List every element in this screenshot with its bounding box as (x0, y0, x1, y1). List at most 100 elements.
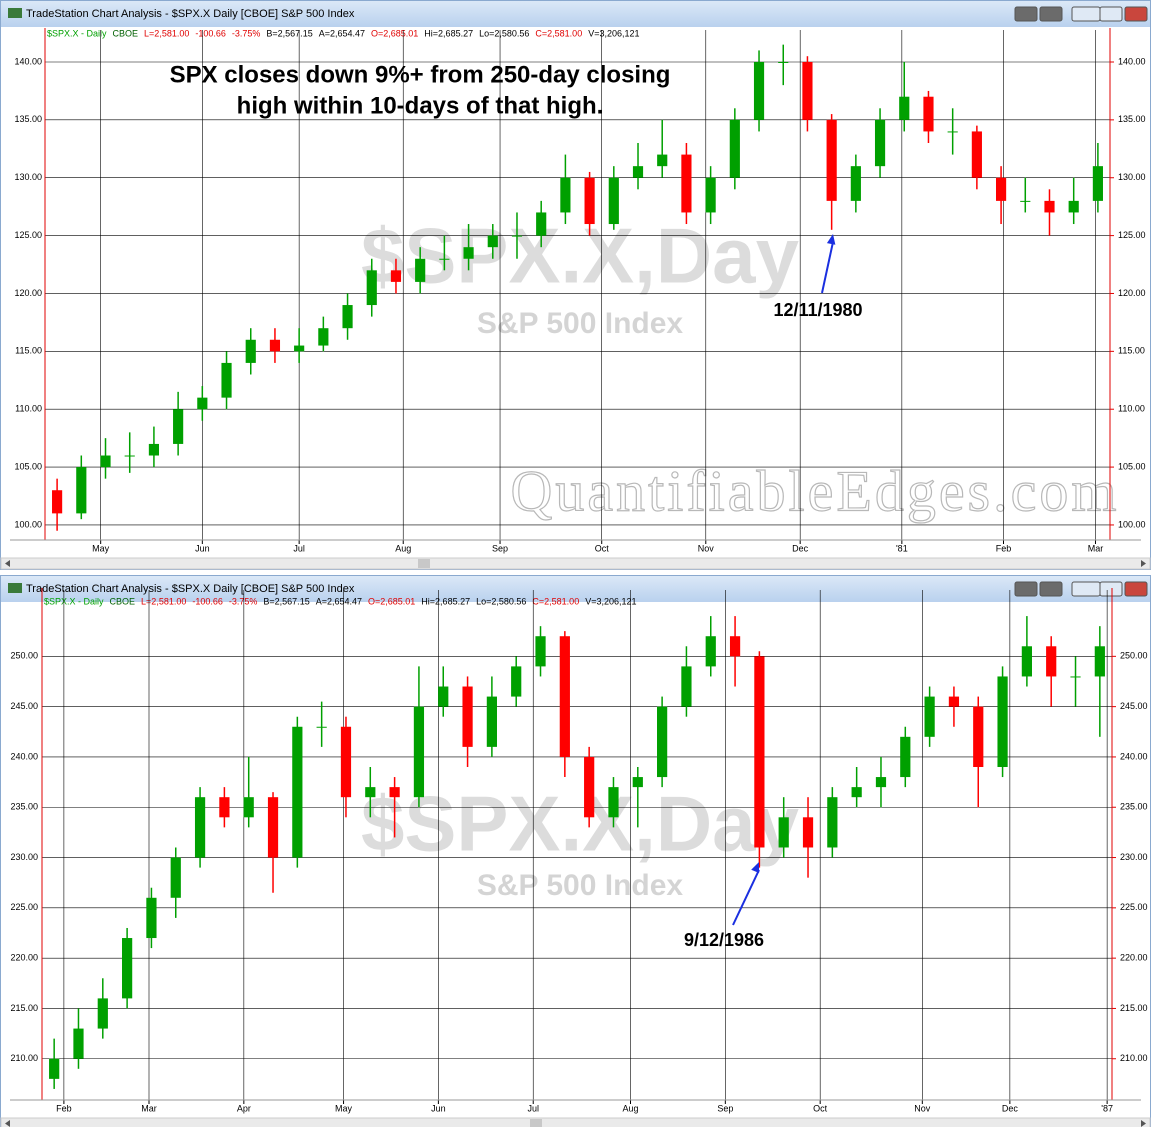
candle-body (487, 235, 498, 248)
candle-body (826, 119, 837, 201)
y-tick-label: 130.00 (14, 172, 42, 182)
candle-body (536, 212, 547, 236)
candle-body (73, 1028, 84, 1059)
y-tick-label: 215.00 (10, 1003, 38, 1013)
window-title: TradeStation Chart Analysis - $SPX.X Dai… (26, 8, 355, 20)
candle-body (294, 345, 305, 352)
watermark-subtitle: S&P 500 Index (477, 869, 684, 902)
candle-body (390, 270, 402, 282)
candle-body (850, 166, 861, 201)
headline: high within 10-days of that high. (237, 92, 604, 119)
candle-body (584, 177, 595, 225)
candle-body (194, 797, 206, 858)
y-tick-label: 235.00 (1120, 802, 1148, 812)
info-field: L=2,581.00 (144, 28, 189, 38)
scroll-arrow[interactable] (1141, 560, 1146, 567)
y-tick-label: 115.00 (1118, 346, 1145, 356)
y-tick-label: 250.00 (10, 651, 38, 661)
info-field: -100.66 (195, 28, 226, 38)
watermark-site: QuantifiableEdges.com (511, 458, 1120, 523)
arrow-shaft (732, 869, 760, 926)
scroll-arrow[interactable] (1141, 1120, 1146, 1127)
candle-body (511, 666, 522, 697)
candle-body (729, 636, 741, 657)
info-field: CBOE (110, 596, 136, 606)
candle-body (438, 686, 449, 707)
watermark-subtitle: S&P 500 Index (477, 307, 684, 340)
title-bar (1, 1, 1150, 27)
window-button[interactable] (1071, 6, 1101, 22)
info-field: -100.66 (192, 596, 223, 606)
y-tick-label: 235.00 (10, 802, 38, 812)
x-tick-label: Jun (431, 1103, 446, 1113)
info-field: B=2,567.15 (263, 596, 309, 606)
candle-body (366, 270, 377, 306)
candle-body (342, 305, 353, 329)
date-annotation: 9/12/1986 (684, 930, 764, 950)
info-field: V=3,206,121 (585, 596, 636, 606)
y-tick-label: 220.00 (10, 953, 38, 963)
x-tick-label: Dec (792, 543, 809, 553)
watermark: $SPX.X,Day (361, 780, 799, 868)
scroll-arrow[interactable] (5, 560, 10, 567)
toolbar-button[interactable] (1039, 581, 1063, 597)
scroll-arrow[interactable] (5, 1120, 10, 1127)
info-field: $SPX.X - Daily (44, 596, 104, 606)
candle-body (463, 247, 474, 259)
y-tick-label: 230.00 (1120, 852, 1148, 862)
candle-body (705, 177, 716, 213)
candle-body (851, 787, 862, 798)
toolbar-button[interactable] (1039, 6, 1063, 22)
y-tick-label: 210.00 (1120, 1053, 1148, 1063)
candle-body (874, 119, 886, 167)
toolbar-button[interactable] (1014, 581, 1038, 597)
candle-body (971, 131, 982, 178)
arrow-shaft (821, 241, 834, 294)
scroll-thumb[interactable] (418, 559, 430, 568)
y-tick-label: 135.00 (14, 114, 42, 124)
info-field: L=2,581.00 (141, 596, 186, 606)
y-tick-label: 215.00 (1120, 1003, 1148, 1013)
info-field: V=3,206,121 (588, 28, 639, 38)
info-field: $SPX.X - Daily (47, 28, 107, 38)
y-tick-label: 245.00 (10, 701, 38, 711)
scroll-thumb[interactable] (530, 1119, 542, 1127)
candle-body (559, 636, 570, 757)
window-button[interactable] (1124, 581, 1148, 597)
candle-body (148, 443, 160, 456)
candle-body (243, 797, 254, 818)
window-button[interactable] (1099, 6, 1123, 22)
x-tick-label: Sep (492, 543, 508, 553)
arrow-head (751, 862, 760, 873)
scrollbar[interactable] (0, 1117, 1151, 1127)
candle-body (681, 154, 692, 213)
candle-body (705, 636, 716, 667)
window-frame (0, 575, 1151, 1127)
y-tick-label: 225.00 (10, 902, 38, 912)
candle-body (439, 258, 450, 260)
candle-body (197, 397, 208, 410)
candle-body (122, 938, 133, 999)
info-field: CBOE (113, 28, 139, 38)
candle-body (1046, 646, 1057, 677)
window-button[interactable] (1099, 581, 1123, 597)
x-tick-label: Dec (1002, 1103, 1019, 1113)
y-tick-label: 140.00 (14, 56, 42, 66)
candle-body (754, 656, 765, 848)
y-tick-label: 125.00 (14, 230, 42, 240)
y-tick-label: 100.00 (1118, 519, 1146, 529)
candle-body (973, 706, 984, 768)
candle-body (608, 787, 619, 818)
toolbar-button[interactable] (1014, 6, 1038, 22)
scrollbar[interactable] (0, 557, 1151, 570)
candle-body (49, 1058, 60, 1079)
info-field: B=2,567.15 (266, 28, 312, 38)
x-tick-label: Jul (293, 543, 305, 553)
window-button[interactable] (1124, 6, 1148, 22)
candle-body (221, 362, 232, 398)
x-tick-label: '87 (1101, 1103, 1113, 1113)
window-button[interactable] (1071, 581, 1101, 597)
x-tick-label: May (335, 1103, 353, 1113)
candle-body (1092, 166, 1103, 201)
info-field: Lo=2,580.56 (476, 596, 526, 606)
